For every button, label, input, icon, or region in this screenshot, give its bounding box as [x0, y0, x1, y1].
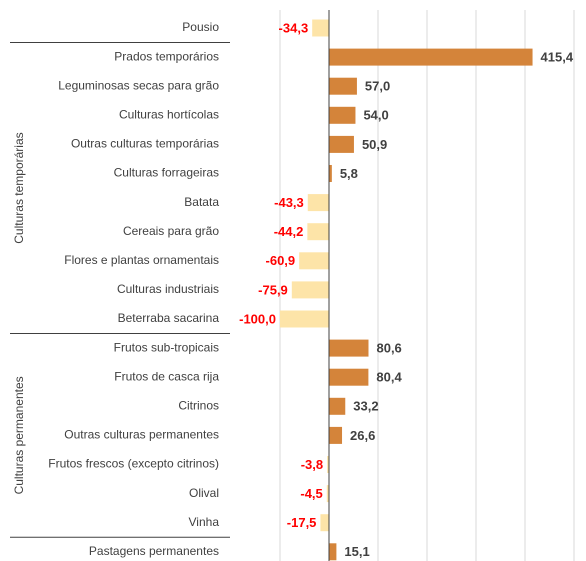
group-label: Culturas temporárias — [12, 132, 26, 243]
value-label: -4,5 — [300, 486, 322, 501]
value-label: -17,5 — [287, 515, 317, 530]
category-label: Frutos sub-tropicais — [114, 340, 219, 354]
value-label: -43,3 — [274, 195, 304, 210]
value-label: 26,6 — [350, 428, 375, 443]
category-label: Citrinos — [178, 398, 219, 412]
bar — [280, 310, 329, 328]
bar — [307, 194, 329, 212]
bar — [329, 135, 354, 153]
bar — [326, 485, 329, 503]
category-label: Prados temporários — [114, 49, 219, 63]
bar — [329, 543, 337, 561]
bar — [329, 397, 346, 415]
category-label: Outras culturas temporárias — [71, 137, 219, 151]
category-label: Beterraba sacarina — [118, 311, 220, 325]
bar — [307, 223, 329, 241]
category-label: Pastagens permanentes — [89, 544, 219, 558]
category-label: Outras culturas permanentes — [64, 428, 219, 442]
bar — [312, 19, 329, 37]
value-label: -75,9 — [258, 282, 288, 297]
value-label: -60,9 — [266, 253, 296, 268]
category-label: Culturas industriais — [117, 282, 219, 296]
group-label: Culturas permanentes — [12, 376, 26, 494]
category-label: Frutos frescos (excepto citrinos) — [48, 457, 219, 471]
category-label: Olival — [189, 486, 219, 500]
category-label: Culturas forrageiras — [114, 166, 219, 180]
category-label: Frutos de casca rija — [114, 369, 219, 383]
value-label: -34,3 — [279, 20, 309, 35]
value-label: 57,0 — [365, 79, 390, 94]
category-label: Leguminosas secas para grão — [58, 78, 219, 92]
value-label: 15,1 — [344, 544, 369, 559]
value-label: 33,2 — [353, 399, 378, 414]
category-label: Batata — [184, 195, 219, 209]
bar — [291, 281, 329, 299]
bar — [329, 77, 357, 95]
category-label: Cereais para grão — [123, 224, 219, 238]
bar — [320, 514, 329, 532]
category-label: Vinha — [189, 515, 220, 529]
value-label: 415,4 — [541, 50, 574, 65]
value-label: -100,0 — [239, 311, 276, 326]
category-label: Culturas hortícolas — [119, 107, 219, 121]
value-label: 80,4 — [376, 370, 402, 385]
bar — [329, 165, 332, 182]
value-label: 54,0 — [363, 108, 388, 123]
bar — [329, 426, 343, 444]
value-label: 5,8 — [340, 166, 358, 181]
bar — [299, 252, 329, 270]
category-label: Flores e plantas ornamentais — [64, 253, 219, 267]
value-label: -3,8 — [301, 457, 323, 472]
bar — [329, 339, 369, 357]
bar — [329, 48, 533, 66]
value-label: 80,6 — [376, 341, 401, 356]
bar — [327, 456, 329, 473]
bar — [329, 368, 369, 386]
category-label: Pousio — [182, 20, 219, 34]
value-label: -44,2 — [274, 224, 304, 239]
bar — [329, 106, 356, 124]
value-label: 50,9 — [362, 137, 387, 152]
